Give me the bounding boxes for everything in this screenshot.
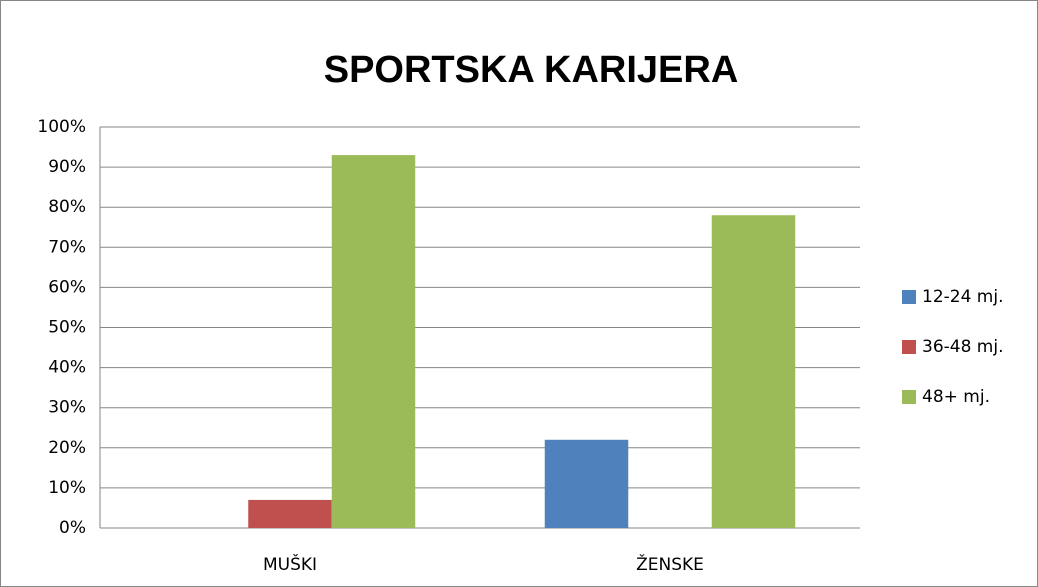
y-tick-label: 80% — [48, 197, 86, 217]
y-tick-label: 10% — [48, 478, 86, 498]
y-tick-label: 100% — [37, 117, 86, 137]
legend-swatch — [902, 340, 916, 354]
y-tick-label: 70% — [48, 237, 86, 257]
legend-label: 12-24 mj. — [922, 287, 1004, 307]
y-tick-label: 90% — [48, 157, 86, 177]
legend-swatch — [902, 390, 916, 404]
y-tick-label: 30% — [48, 398, 86, 418]
x-tick-label: ŽENSKE — [636, 553, 704, 575]
bar — [544, 439, 629, 528]
y-tick-label: 60% — [48, 277, 86, 297]
chart-title: SPORTSKA KARIJERA — [324, 49, 739, 91]
y-tick-label: 40% — [48, 358, 86, 378]
bar — [711, 215, 796, 528]
legend-label: 36-48 mj. — [922, 337, 1004, 357]
x-tick-label: MUŠKI — [263, 553, 317, 575]
y-tick-label: 20% — [48, 438, 86, 458]
legend-label: 48+ mj. — [922, 387, 990, 407]
bar — [248, 499, 332, 528]
y-tick-label: 50% — [48, 318, 86, 338]
bar — [331, 155, 416, 528]
y-tick-label: 0% — [59, 518, 86, 538]
legend-swatch — [902, 290, 916, 304]
